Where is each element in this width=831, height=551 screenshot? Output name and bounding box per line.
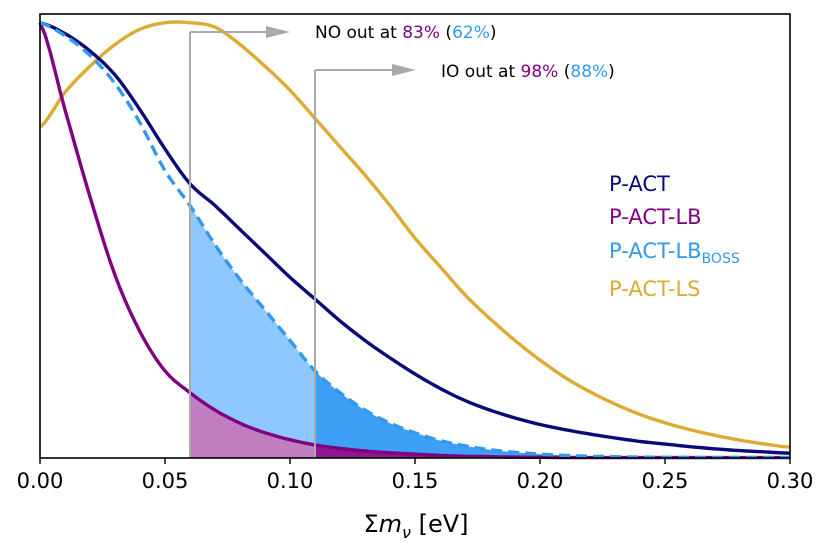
legend-entry-p-act: P-ACT [609,172,670,196]
x-tick-label: 0.30 [767,469,814,493]
series-line-p-act-ls [38,20,791,449]
annotation-no-close: ) [490,23,497,43]
annotation-io-val2: 88% [570,62,608,82]
x-tick-label: 0.15 [392,469,439,493]
x-tick-label: 0.25 [642,469,689,493]
x-axis-label-m: m [379,510,402,538]
shaded-region-1 [315,370,790,458]
annotation-io-open: ( [558,62,570,82]
annotation-io-close: ) [608,62,615,82]
legend-entry-p-act-lb-boss: P-ACT-LBBOSS [609,239,740,267]
annotation-no-open: ( [440,23,452,43]
arrow-head-io [392,64,416,76]
legend-entry-p-act-lb-boss-sub: BOSS [702,251,740,267]
series-line-p-act [39,21,791,455]
legend: P-ACT P-ACT-LB P-ACT-LBBOSS P-ACT-LS [609,172,740,301]
x-tick-label: 0.00 [17,469,64,493]
annotation-io: IO out at 98% (88%) [441,62,615,82]
x-tick-label: 0.05 [142,469,189,493]
annotation-io-val1: 98% [521,62,559,82]
shaded-region-2 [190,392,315,458]
x-axis-label-sigma: Σ [363,510,378,538]
legend-entry-p-act-ls: P-ACT-LS [609,277,701,301]
x-axis-ticks: 0.00 0.05 0.10 0.15 0.20 0.25 0.30 [17,458,814,493]
annotation-io-prefix: IO out at [441,62,521,82]
annotation-no: NO out at 83% (62%) [315,23,497,43]
annotation-no-prefix: NO out at [315,23,402,43]
x-tick-label: 0.20 [517,469,564,493]
shaded-region-3 [315,444,790,458]
x-axis-label-sub: ν [402,523,411,542]
annotation-no-val1: 83% [402,23,440,43]
x-axis-label: Σmν [eV] [363,510,468,542]
annotation-no-val2: 62% [452,23,490,43]
x-tick-label: 0.10 [267,469,314,493]
legend-entry-p-act-lb-boss-main: P-ACT-LB [609,239,702,263]
shaded-region-0 [190,205,315,458]
legend-entry-p-act-lb: P-ACT-LB [609,205,702,229]
x-axis-label-unit: [eV] [411,510,469,538]
arrow-head-no [266,26,290,38]
